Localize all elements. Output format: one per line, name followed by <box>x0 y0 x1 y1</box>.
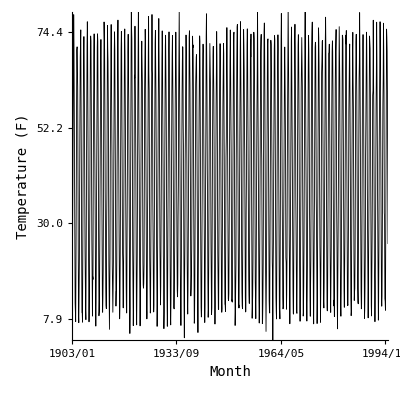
X-axis label: Month: Month <box>209 364 251 378</box>
Y-axis label: Temperature (F): Temperature (F) <box>16 113 30 239</box>
